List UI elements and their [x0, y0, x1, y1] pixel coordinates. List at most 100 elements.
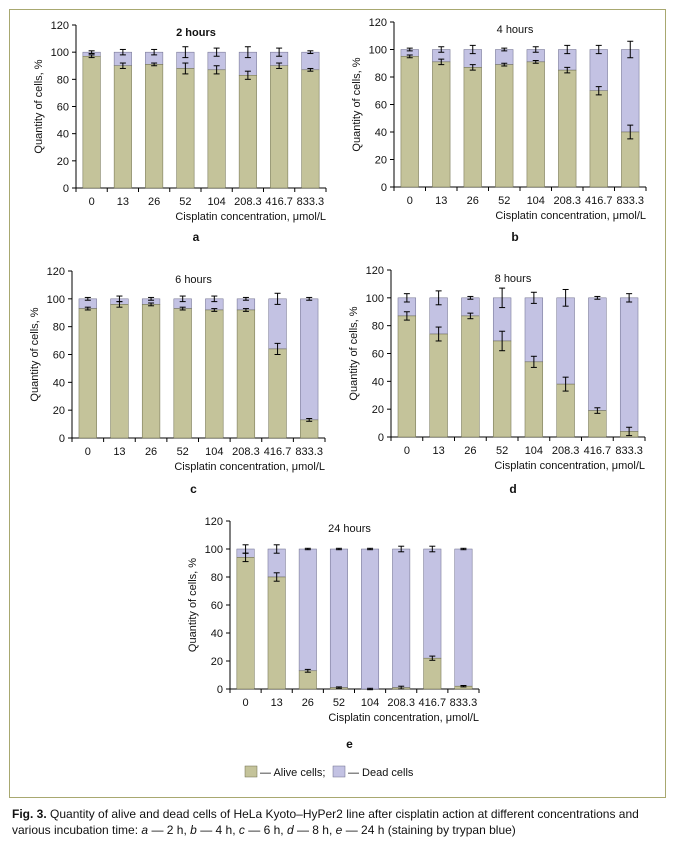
bar-dead-52: [495, 49, 514, 65]
bar-alive-104: [526, 61, 545, 188]
y-tick-label: 0: [63, 183, 69, 195]
x-tick-label: 104: [205, 446, 223, 458]
y-tick-label: 60: [211, 600, 223, 612]
bar-alive-0: [236, 557, 255, 690]
bar-alive-0: [397, 315, 417, 438]
y-axis-label: Quantity of cells, %: [29, 307, 41, 401]
bar-alive-416.7: [270, 65, 289, 189]
chart-panel-a: 0 20 40 60 80 100 120 0 13 26 52 104 208.3 416.7 833.3…: [33, 20, 327, 244]
bar-alive-52: [173, 308, 192, 439]
bar-dead-416.7: [423, 548, 442, 659]
y-tick-label: 120: [47, 266, 65, 278]
y-tick-label: 0: [381, 182, 387, 194]
x-axis-label: Cisplatin concentration, μmol/L: [174, 461, 325, 473]
chart-title: 8 hours: [495, 273, 532, 285]
x-tick-label: 13: [433, 445, 445, 457]
x-tick-label: 26: [302, 697, 314, 709]
bar-alive-833.3: [301, 69, 320, 189]
y-tick-label: 40: [57, 129, 69, 141]
x-tick-label: 0: [243, 697, 249, 709]
x-tick-label: 52: [179, 196, 191, 208]
legend-label-alive: — Alive cells;: [260, 767, 325, 779]
x-tick-label: 13: [117, 196, 129, 208]
y-tick-label: 40: [53, 377, 65, 389]
x-tick-label: 26: [145, 446, 157, 458]
x-tick-label: 0: [89, 196, 95, 208]
x-tick-label: 208.3: [553, 195, 581, 207]
y-tick-label: 20: [53, 405, 65, 417]
panel-letter: e: [346, 737, 353, 751]
y-tick-label: 80: [211, 572, 223, 584]
bar-alive-13: [267, 576, 286, 690]
bar-alive-13: [113, 65, 132, 189]
y-tick-label: 120: [366, 265, 384, 277]
caption-item-c: — 6 h,: [248, 823, 284, 837]
bar-dead-833.3: [454, 548, 473, 687]
y-tick-label: 20: [375, 155, 387, 167]
bar-dead-833.3: [621, 49, 640, 133]
y-tick-label: 100: [47, 294, 65, 306]
bar-alive-208.3: [238, 75, 257, 189]
caption-fig-label: Fig. 3.: [12, 807, 47, 821]
bar-alive-833.3: [621, 131, 640, 188]
bar-dead-416.7: [588, 297, 607, 411]
x-tick-label: 833.3: [615, 445, 643, 457]
x-tick-label: 833.3: [295, 446, 323, 458]
y-tick-label: 60: [57, 102, 69, 114]
caption-text: Quantity of alive and dead cells of HeLa…: [12, 807, 639, 837]
bar-dead-52: [329, 548, 348, 688]
legend-label-dead: — Dead cells: [348, 767, 414, 779]
bar-alive-13: [429, 333, 448, 438]
bar-alive-52: [495, 64, 514, 188]
y-tick-label: 60: [53, 350, 65, 362]
x-tick-label: 0: [85, 446, 91, 458]
y-tick-label: 120: [369, 17, 387, 29]
x-tick-label: 104: [527, 195, 545, 207]
y-tick-label: 120: [205, 516, 223, 528]
x-tick-label: 208.3: [552, 445, 580, 457]
caption-key-c: c: [238, 823, 245, 837]
y-tick-label: 80: [372, 321, 384, 333]
x-tick-label: 208.3: [387, 697, 415, 709]
x-tick-label: 416.7: [419, 697, 447, 709]
x-axis-label: Cisplatin concentration, μmol/L: [494, 460, 645, 472]
bar-alive-26: [141, 304, 161, 439]
bar-alive-26: [461, 315, 480, 438]
legend: — Alive cells; — Dead cells: [244, 765, 414, 779]
bar-alive-26: [145, 64, 164, 189]
y-tick-label: 60: [372, 349, 384, 361]
bar-alive-52: [492, 340, 512, 438]
x-tick-label: 208.3: [232, 446, 260, 458]
panel-letter: d: [509, 482, 516, 496]
bar-alive-104: [207, 69, 226, 189]
bar-dead-833.3: [301, 51, 320, 71]
x-tick-label: 416.7: [585, 195, 613, 207]
bar-dead-104: [524, 297, 544, 363]
chart-title: 2 hours: [176, 27, 216, 39]
y-tick-label: 20: [372, 404, 384, 416]
y-tick-label: 0: [217, 684, 223, 696]
bar-alive-104: [524, 361, 544, 438]
bar-alive-13: [110, 304, 129, 439]
y-tick-label: 80: [53, 322, 65, 334]
y-axis-label: Quantity of cells, %: [187, 558, 199, 652]
y-tick-label: 40: [375, 127, 387, 139]
bar-alive-416.7: [268, 348, 287, 439]
bar-dead-833.3: [300, 298, 319, 421]
chart-title: 24 hours: [328, 523, 371, 535]
y-tick-label: 20: [211, 656, 223, 668]
y-tick-label: 40: [372, 376, 384, 388]
bar-alive-52: [176, 68, 195, 189]
caption-item-b: — 4 h,: [200, 823, 236, 837]
x-tick-label: 416.7: [265, 196, 293, 208]
figure-canvas: 0 20 40 60 80 100 120 0 13 26 52 104 208.3 416.7 833.3…: [29, 17, 647, 779]
y-axis-label: Quantity of cells, %: [33, 59, 45, 153]
y-axis-label: Quantity of cells, %: [351, 57, 363, 151]
chart-panel-d: 0 20 40 60 80 100 120 0 13 26 52 104 208.3 416.7 833.3…: [348, 265, 646, 496]
x-tick-label: 13: [271, 697, 283, 709]
x-tick-label: 52: [177, 446, 189, 458]
bar-alive-208.3: [556, 383, 575, 438]
y-axis-label: Quantity of cells, %: [348, 306, 360, 400]
caption-key-a: a: [141, 823, 149, 837]
bar-alive-26: [463, 67, 482, 188]
